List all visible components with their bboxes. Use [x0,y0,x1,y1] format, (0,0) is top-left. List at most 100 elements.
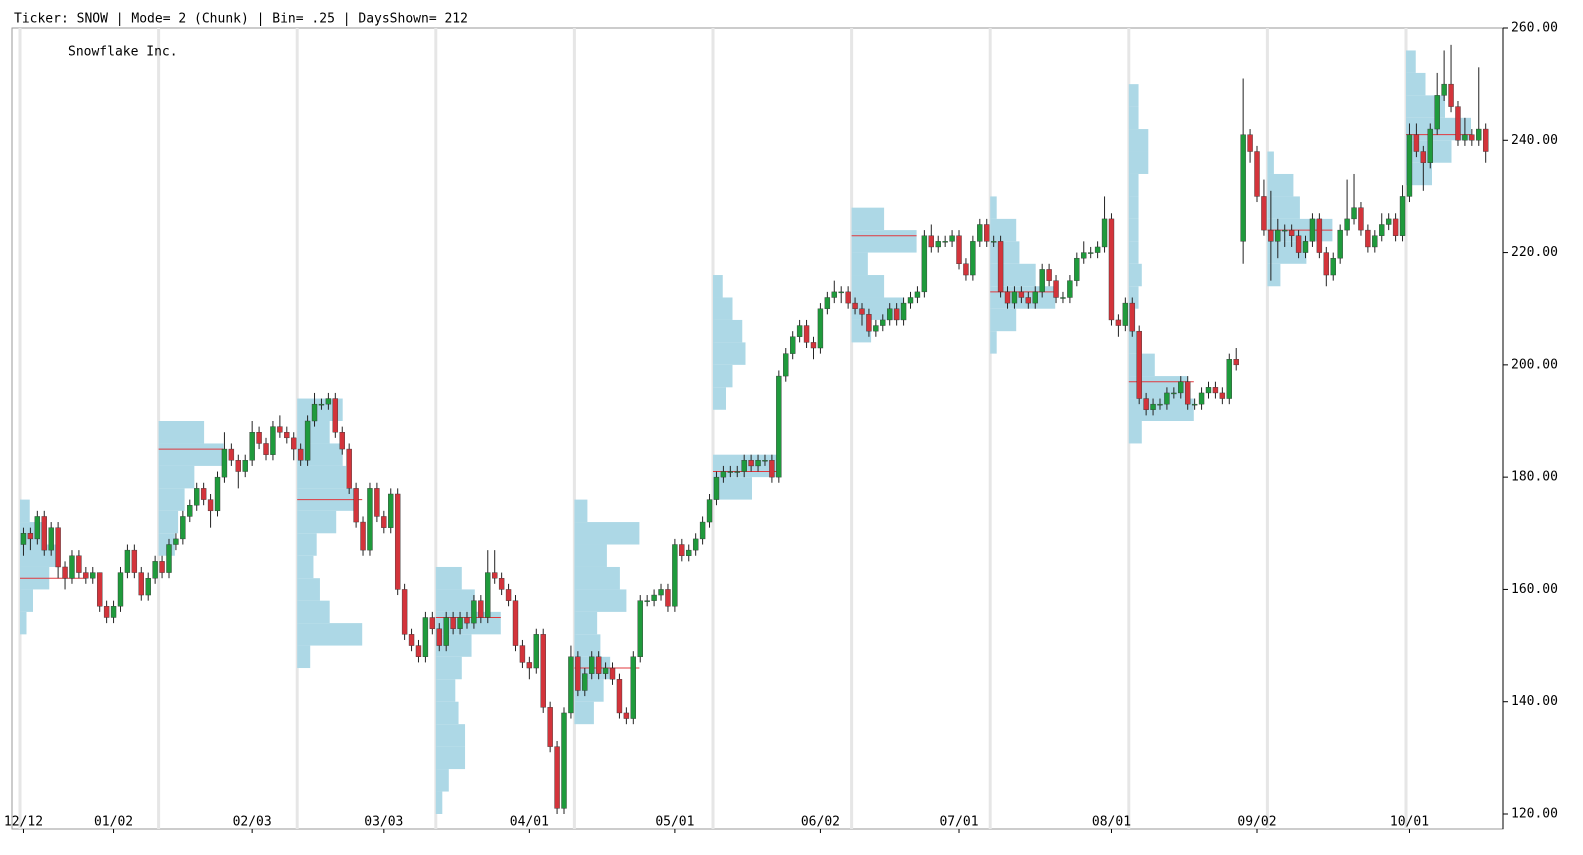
candle-body [304,420,311,461]
candle-body [1323,252,1330,276]
volume-profile-bar [574,522,640,545]
candle-body [34,516,41,540]
volume-profile-bar [851,230,917,253]
volume-profile-bar [435,746,466,770]
candle-body [1420,151,1427,163]
volume-profile-bar [1267,173,1294,197]
candle-body [783,353,789,377]
candle-body [727,471,734,473]
candle-body [880,319,886,326]
candle-body [221,448,228,478]
candle-body [630,656,637,719]
candle-body [450,617,456,629]
x-tick-label: 04/01 [510,815,549,830]
volume-profile-bar [713,477,752,500]
candle-body [810,342,817,349]
candle-body [1441,83,1447,96]
y-tick-label: 200.00 [1511,357,1558,372]
x-tick-label: 05/01 [655,815,694,830]
candle-body [1157,403,1163,406]
volume-profile-bar [20,589,33,612]
candle-body [1268,229,1274,242]
volume-profile-bar [297,465,346,489]
volume-profile-bar [435,791,443,814]
y-tick-label: 140.00 [1511,694,1558,709]
candle-body [1275,229,1281,242]
candle-body [110,606,117,618]
candle-body [1094,246,1101,253]
candle-body [575,656,581,691]
volume-profile-bar [1128,196,1139,219]
volume-profile-bar [297,600,330,624]
candle-body [69,555,75,579]
candle-body [1053,280,1059,298]
volume-profile-bar [713,387,726,410]
candle-body [1351,207,1357,220]
x-tick-label: 08/01 [1092,815,1131,830]
volume-profile-bar [158,510,179,534]
volume-profile-bar [990,196,997,219]
candle-body [609,667,616,680]
y-tick-label: 160.00 [1511,582,1558,597]
candle-body [1025,297,1032,304]
candle-body [1032,291,1038,304]
candle-body [200,488,207,500]
volume-profile-bar [435,679,456,702]
candle-body [187,505,193,517]
volume-profile-bar [297,398,343,421]
candle-body [651,594,657,601]
candle-body [561,712,567,809]
candle-body [492,572,498,579]
candle-body [41,516,47,551]
candle-body [1060,297,1066,299]
candle-body [1392,218,1399,236]
candle-body [658,589,664,596]
candle-body [297,448,304,461]
volume-profile-bar [1267,196,1300,219]
candle-body [1171,392,1177,395]
candle-body [928,235,934,248]
candle-body [582,673,588,691]
candle-body [1469,134,1475,141]
candle-body [152,561,158,579]
candle-body [325,398,332,405]
candle-body [1434,95,1440,130]
candle-body [318,403,325,406]
candle-body [48,527,54,551]
volume-profile-bar [1128,286,1139,309]
volume-profile-bar [435,656,462,680]
volume-profile-bar [990,263,1036,287]
volume-profile-bar [1128,84,1139,107]
volume-profile-bar [297,645,311,669]
candle-body [1018,291,1025,298]
volume-profile-bar [1406,72,1426,96]
volume-profile-bar [574,589,627,612]
candle-body [1295,235,1302,253]
candle-body [887,308,893,321]
volume-profile-bar [1128,241,1139,264]
candle-body [214,476,221,512]
candle-body [1198,392,1205,405]
candle-body [1150,403,1156,410]
candle-body [1205,387,1212,394]
candle-body [984,224,990,242]
volume-profile-bar [1128,421,1142,444]
candle-body [1330,257,1336,276]
volume-profile-bar [1128,218,1139,242]
candle-body [1226,359,1232,399]
candle-body [498,578,505,590]
candle-body [408,634,415,646]
volume-profile-bar [574,701,594,725]
candle-body [679,544,685,556]
y-tick-label: 240.00 [1511,133,1558,148]
candle-body [117,572,124,607]
volume-profile-bar [435,701,459,725]
candle-body [1178,381,1184,394]
x-tick-label: 12/12 [4,815,43,830]
candle-body [291,437,297,450]
candle-body [776,375,782,478]
volume-profile-bar [20,611,27,635]
candle-body [270,426,276,455]
candle-body [1136,330,1142,399]
candle-body [1240,134,1246,242]
